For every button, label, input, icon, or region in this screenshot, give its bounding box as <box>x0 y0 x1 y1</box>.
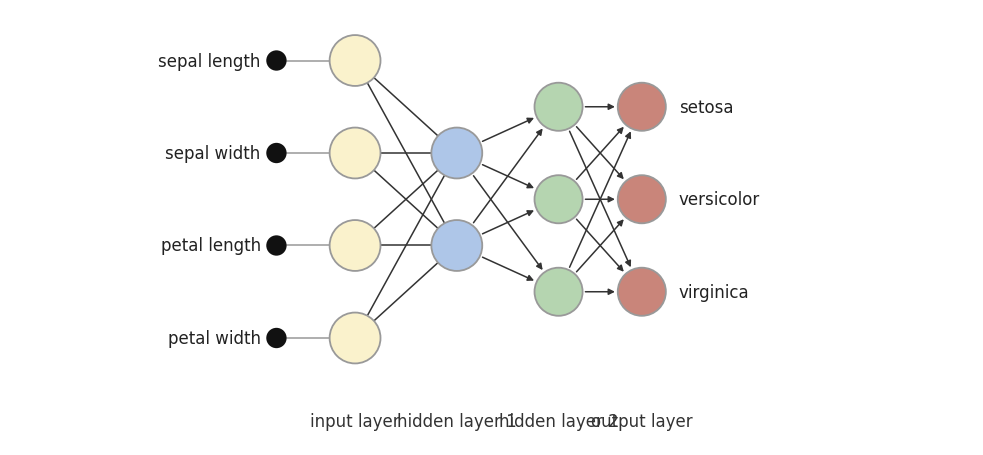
Circle shape <box>617 268 665 316</box>
Text: virginica: virginica <box>679 283 749 301</box>
Text: petal length: petal length <box>160 237 260 255</box>
Text: output layer: output layer <box>591 412 693 430</box>
Circle shape <box>617 84 665 131</box>
Circle shape <box>329 128 380 179</box>
Circle shape <box>266 328 287 349</box>
Text: input layer: input layer <box>311 412 400 430</box>
Circle shape <box>617 176 665 224</box>
Circle shape <box>432 221 483 271</box>
Circle shape <box>535 176 583 224</box>
Text: sepal width: sepal width <box>165 145 260 162</box>
Circle shape <box>266 51 287 71</box>
Text: versicolor: versicolor <box>679 191 760 209</box>
Circle shape <box>329 36 380 87</box>
Text: hidden layer 1: hidden layer 1 <box>397 412 517 430</box>
Text: petal width: petal width <box>168 329 260 347</box>
Circle shape <box>535 84 583 131</box>
Text: sepal length: sepal length <box>158 52 260 71</box>
Text: hidden layer 2: hidden layer 2 <box>498 412 618 430</box>
Circle shape <box>266 143 287 164</box>
Circle shape <box>432 128 483 179</box>
Circle shape <box>535 268 583 316</box>
Circle shape <box>329 313 380 364</box>
Text: setosa: setosa <box>679 99 733 116</box>
Circle shape <box>266 236 287 256</box>
Circle shape <box>329 221 380 271</box>
